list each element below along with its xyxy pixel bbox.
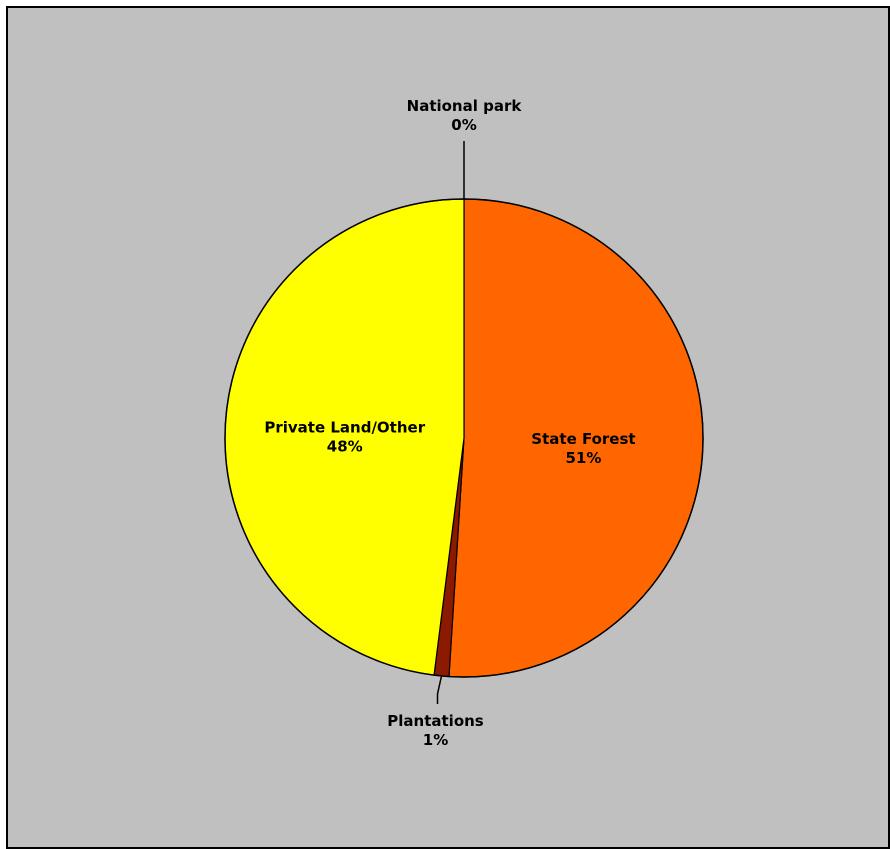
label-state-forest-percent: 51% bbox=[565, 449, 601, 467]
label-private-land-other-percent: 48% bbox=[327, 437, 363, 455]
slices-layer bbox=[224, 198, 704, 678]
label-national-park-name: National park bbox=[407, 97, 523, 115]
label-state-forest: State Forest 51% bbox=[531, 430, 635, 467]
label-plantations-percent: 1% bbox=[423, 731, 448, 749]
label-private-land-other: Private Land/Other 48% bbox=[264, 418, 425, 455]
label-plantations-name: Plantations bbox=[387, 712, 484, 730]
leader-lines bbox=[436, 141, 465, 704]
label-private-land-other-name: Private Land/Other bbox=[264, 418, 425, 436]
label-state-forest-name: State Forest bbox=[531, 430, 635, 448]
chart-frame: State Forest 51% Plantations 1% Private Land… bbox=[6, 6, 890, 849]
label-national-park-percent: 0% bbox=[451, 116, 476, 134]
label-national-park: National park 0% bbox=[407, 97, 523, 134]
labels-layer: State Forest 51% Plantations 1% Private Land… bbox=[264, 97, 635, 749]
leader-line-plantations bbox=[436, 675, 443, 704]
pie-chart: State Forest 51% Plantations 1% Private Land… bbox=[224, 97, 704, 749]
label-plantations: Plantations 1% bbox=[387, 712, 484, 749]
